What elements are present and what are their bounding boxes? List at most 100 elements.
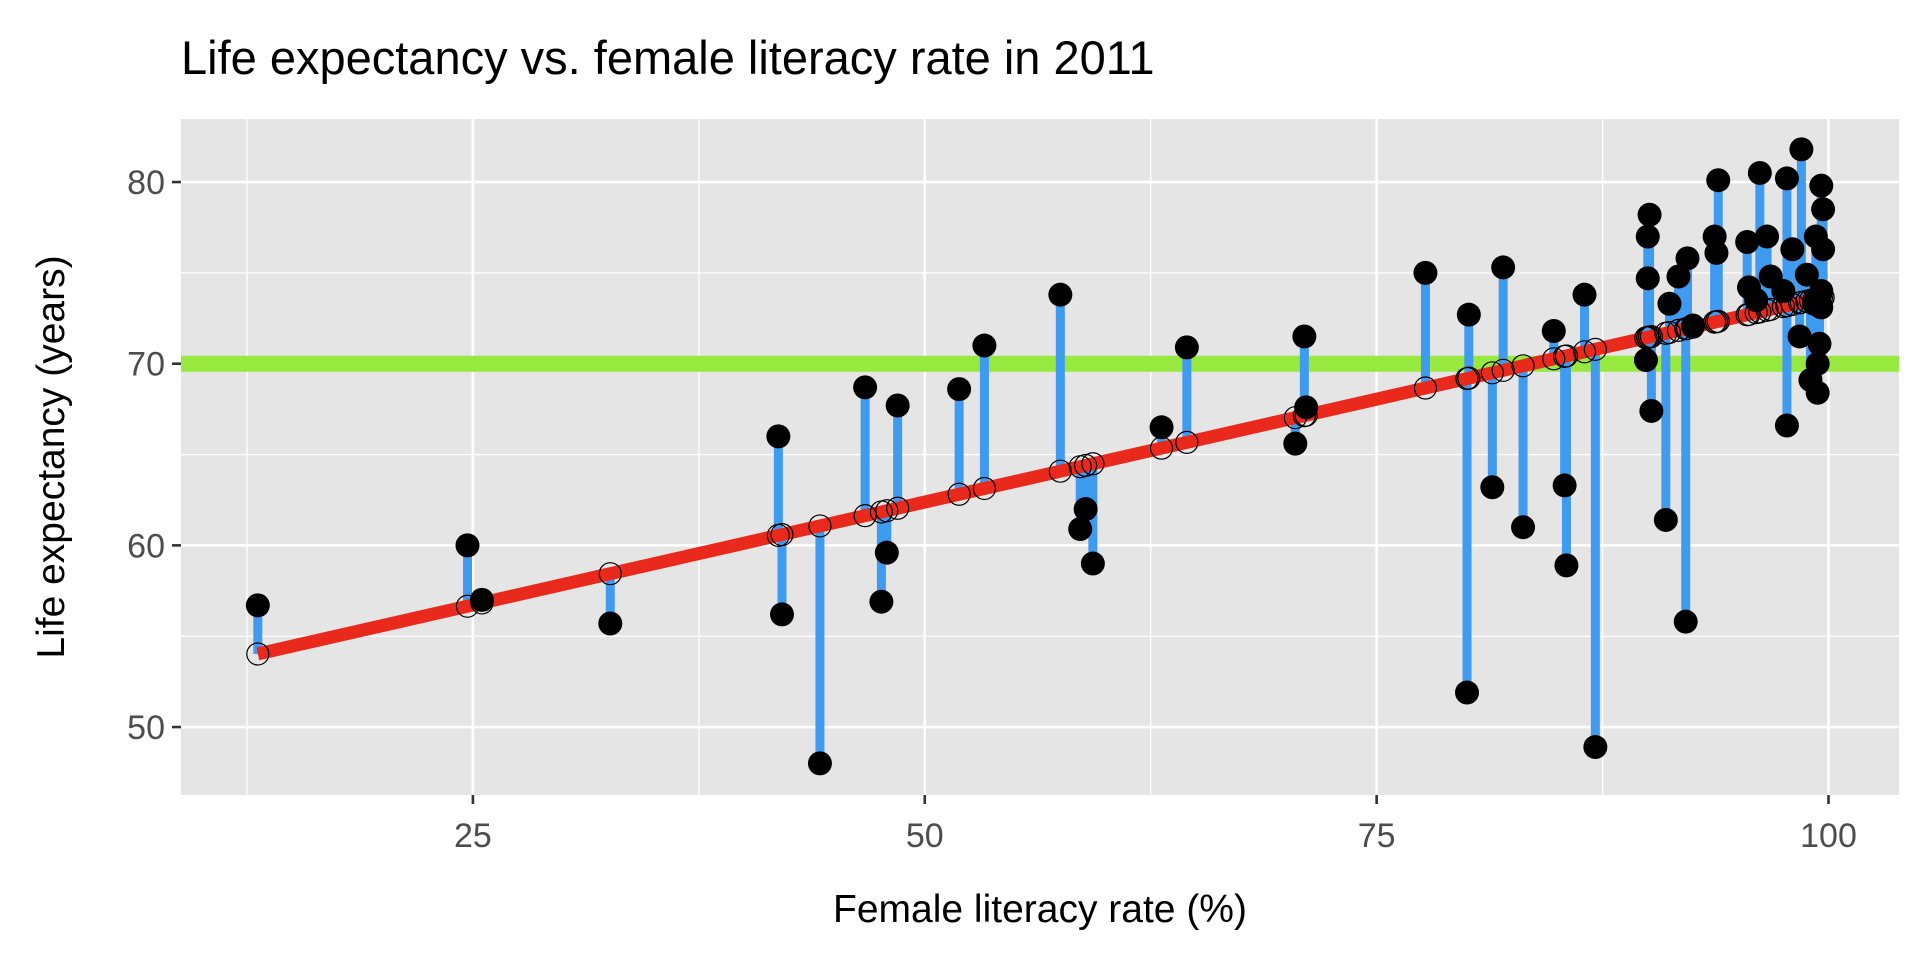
data-point	[1675, 246, 1700, 271]
data-point	[947, 377, 972, 402]
data-point	[1704, 240, 1729, 265]
data-point	[1774, 166, 1799, 191]
data-point	[1635, 224, 1660, 249]
fitted-point	[246, 642, 270, 666]
fitted-point	[1455, 366, 1479, 391]
regression-line-layer	[256, 291, 1825, 661]
data-point	[1637, 202, 1662, 227]
data-point	[1541, 319, 1566, 344]
data-point	[869, 589, 894, 614]
fitted-point	[1639, 324, 1663, 349]
regression-line	[256, 291, 1825, 661]
x-tick-label: 50	[906, 817, 944, 855]
data-point	[1639, 398, 1664, 423]
data-point	[1554, 553, 1579, 578]
fitted-point	[947, 482, 971, 506]
data-point	[1073, 497, 1098, 522]
data-point	[1292, 324, 1317, 349]
data-point	[1811, 237, 1836, 262]
x-tick-label: 100	[1800, 817, 1857, 855]
fitted-point	[875, 499, 899, 523]
fitted-point	[770, 522, 794, 547]
data-point	[1774, 413, 1799, 438]
fitted-point	[1048, 459, 1072, 483]
y-tick-label: 60	[127, 527, 165, 565]
data-point	[1657, 291, 1682, 316]
data-point	[1552, 473, 1577, 498]
fitted-point	[1081, 452, 1105, 476]
fitted-point	[1572, 340, 1597, 364]
fitted-point	[886, 496, 910, 520]
data-point	[1080, 551, 1105, 576]
data-point	[1480, 475, 1505, 500]
data-point	[1771, 279, 1796, 304]
fitted-point	[808, 514, 832, 538]
data-point	[1680, 313, 1705, 338]
fitted-point	[1480, 361, 1504, 385]
data-point	[1413, 260, 1438, 285]
fitted-point	[853, 504, 877, 528]
x-tick-label: 25	[454, 817, 492, 855]
fitted-point	[1554, 344, 1579, 368]
data-point	[1744, 288, 1769, 313]
y-tick-label: 70	[127, 346, 165, 384]
chart-title: Life expectancy vs. female literacy rate…	[181, 31, 1155, 84]
data-point	[1673, 609, 1698, 634]
data-point	[1805, 380, 1830, 405]
data-point	[1635, 266, 1660, 291]
y-tick-label: 50	[127, 709, 165, 747]
fitted-point	[1175, 430, 1199, 454]
data-point	[1294, 395, 1319, 420]
data-point	[1787, 324, 1812, 349]
data-point	[1048, 282, 1073, 307]
plot-panel	[181, 119, 1899, 795]
data-point	[1511, 515, 1536, 540]
data-point	[1666, 264, 1691, 289]
fitted-point	[1657, 320, 1682, 345]
data-point	[1807, 331, 1832, 356]
data-point	[1811, 197, 1836, 222]
data-point	[1491, 255, 1516, 280]
data-point	[1794, 262, 1819, 287]
fitted-point	[598, 562, 622, 586]
data-point	[1706, 168, 1731, 193]
data-point	[245, 593, 270, 618]
data-point	[1455, 680, 1480, 705]
data-point	[1174, 335, 1199, 360]
axes: 25 50 75 100 50 60 70 80	[127, 164, 1857, 855]
data-point	[1456, 302, 1481, 327]
data-point	[1780, 237, 1805, 262]
x-axis-title: Female literacy rate (%)	[833, 888, 1247, 931]
data-point	[1735, 229, 1760, 254]
data-point	[1149, 415, 1174, 440]
data-point	[766, 424, 791, 449]
data-point	[1572, 282, 1597, 307]
fitted-point	[1491, 358, 1515, 382]
fitted-point	[1413, 376, 1438, 400]
data-point	[1747, 160, 1772, 185]
data-point	[874, 540, 899, 565]
data-point	[1633, 348, 1658, 373]
data-point	[853, 375, 878, 400]
data-point	[807, 751, 832, 776]
y-axis-title: Life expectancy (years)	[30, 255, 73, 658]
fitted-point	[1583, 337, 1607, 361]
y-tick-label: 80	[127, 164, 165, 202]
fitted-point	[1704, 310, 1729, 334]
data-point	[972, 333, 997, 358]
data-point	[1653, 507, 1678, 532]
data-point	[1583, 735, 1608, 760]
data-point	[1789, 137, 1814, 162]
data-points	[245, 137, 1836, 776]
fitted-point	[1074, 453, 1098, 478]
data-point	[1809, 173, 1834, 198]
data-point	[1755, 224, 1780, 249]
data-point	[1805, 351, 1830, 376]
data-point	[598, 611, 623, 636]
fitted-point	[1542, 347, 1566, 371]
data-point	[1068, 517, 1093, 542]
data-point	[1283, 431, 1308, 456]
data-point	[1802, 291, 1827, 316]
x-tick-label: 75	[1358, 817, 1396, 855]
